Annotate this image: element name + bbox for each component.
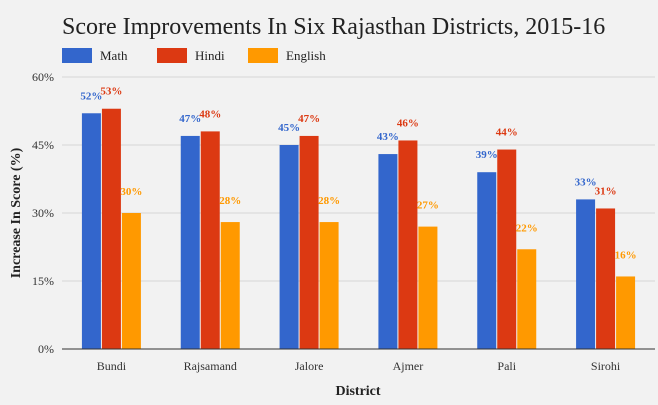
bar-math-bundi xyxy=(81,113,101,350)
legend-label-math: Math xyxy=(100,48,128,63)
data-label-english-pali: 22% xyxy=(516,222,538,234)
x-tick-label: Sirohi xyxy=(591,359,621,373)
bar-hindi-pali xyxy=(497,149,517,349)
chart-title: Score Improvements In Six Rajasthan Dist… xyxy=(62,14,605,40)
bar-hindi-sirohi xyxy=(596,208,616,349)
x-tick-label: Bundi xyxy=(97,359,127,373)
data-label-math-rajsamand: 47% xyxy=(179,113,201,125)
y-tick-label: 60% xyxy=(32,70,54,84)
data-label-math-bundi: 52% xyxy=(80,90,102,102)
bar-english-ajmer xyxy=(418,226,438,349)
bar-english-jalore xyxy=(319,222,339,349)
bar-math-rajsamand xyxy=(180,135,200,349)
x-tick-label: Pali xyxy=(497,359,516,373)
y-axis-ticks: 0% 15% 30% 45% 60% xyxy=(32,70,54,356)
data-label-hindi-jalore: 47% xyxy=(298,113,320,125)
bar-hindi-rajsamand xyxy=(200,131,220,349)
data-label-math-pali: 39% xyxy=(476,149,498,161)
legend-label-hindi: Hindi xyxy=(195,48,225,63)
bar-hindi-bundi xyxy=(101,108,121,349)
bar-english-bundi xyxy=(121,213,141,349)
bar-math-ajmer xyxy=(378,154,398,349)
bar-math-pali xyxy=(477,172,497,349)
data-label-english-sirohi: 16% xyxy=(615,249,637,261)
bar-english-pali xyxy=(517,249,537,349)
x-tick-label: Ajmer xyxy=(393,359,424,373)
x-tick-label: Rajsamand xyxy=(184,359,237,373)
legend-label-english: English xyxy=(286,48,326,63)
x-tick-label: Jalore xyxy=(295,359,324,373)
y-tick-label: 15% xyxy=(32,274,54,288)
legend-swatch-hindi xyxy=(157,48,187,63)
bar-english-sirohi xyxy=(616,276,636,349)
legend: Math Hindi English xyxy=(62,48,326,63)
gridlines xyxy=(62,76,655,282)
data-label-hindi-pali: 44% xyxy=(496,127,518,139)
legend-swatch-english xyxy=(248,48,278,63)
x-axis-ticks: Bundi Rajsamand Jalore Ajmer Pali Sirohi xyxy=(97,359,621,373)
bar-hindi-jalore xyxy=(299,135,319,349)
legend-swatch-math xyxy=(62,48,92,63)
bars xyxy=(81,108,636,350)
bar-math-sirohi xyxy=(576,199,596,349)
bar-hindi-ajmer xyxy=(398,140,418,349)
data-label-english-ajmer: 27% xyxy=(417,200,439,212)
y-tick-label: 0% xyxy=(38,342,54,356)
data-label-math-jalore: 45% xyxy=(278,122,300,134)
x-axis-title: District xyxy=(335,384,380,399)
bar-english-rajsamand xyxy=(220,222,240,349)
data-label-english-rajsamand: 28% xyxy=(219,195,241,207)
data-label-hindi-bundi: 53% xyxy=(100,86,122,98)
data-label-hindi-rajsamand: 48% xyxy=(199,108,221,120)
data-label-hindi-ajmer: 46% xyxy=(397,117,419,129)
data-labels: 52%53%30%47%48%28%45%47%28%43%46%27%39%4… xyxy=(80,86,636,262)
bar-math-jalore xyxy=(279,145,299,349)
data-label-math-sirohi: 33% xyxy=(575,176,597,188)
data-label-hindi-sirohi: 31% xyxy=(595,185,617,197)
y-tick-label: 45% xyxy=(32,138,54,152)
y-axis-title: Increase In Score (%) xyxy=(9,147,24,278)
data-label-math-ajmer: 43% xyxy=(377,131,399,143)
y-tick-label: 30% xyxy=(32,206,54,220)
data-label-english-jalore: 28% xyxy=(318,195,340,207)
data-label-english-bundi: 30% xyxy=(120,186,142,198)
